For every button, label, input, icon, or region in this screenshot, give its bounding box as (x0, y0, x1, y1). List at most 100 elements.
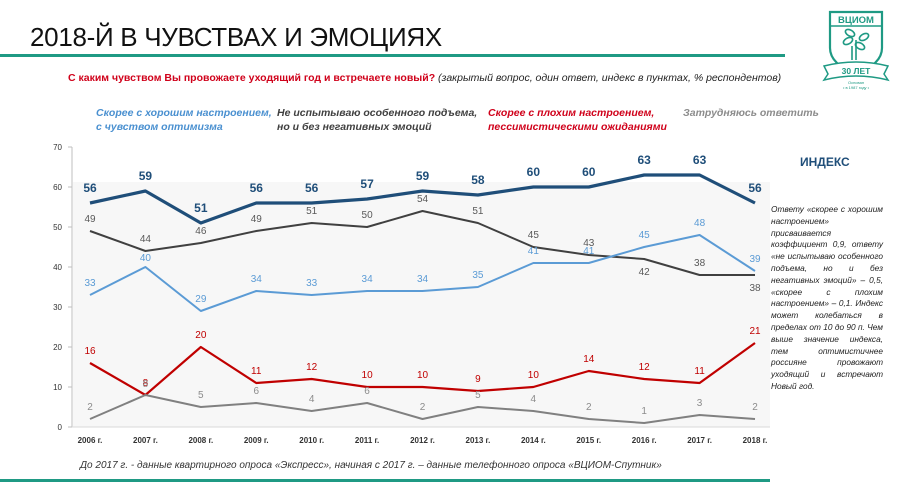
x-tick-label: 2006 г. (78, 436, 103, 445)
data-label: 33 (84, 278, 96, 289)
data-label: 45 (639, 230, 651, 241)
index-description: Ответу «скорее с хорошим настроением» пр… (771, 204, 883, 391)
data-label: 2 (87, 402, 93, 413)
y-tick-label: 0 (58, 423, 63, 432)
x-tick-label: 2012 г. (410, 436, 435, 445)
question-text: С каким чувством Вы провожаете уходящий … (68, 72, 436, 84)
data-label: 2 (752, 402, 758, 413)
data-label: 57 (360, 177, 374, 191)
data-label: 8 (143, 379, 149, 390)
data-label: 29 (195, 294, 207, 305)
x-tick-label: 2007 г. (133, 436, 158, 445)
footer-divider (0, 479, 770, 482)
data-label: 3 (697, 398, 703, 409)
data-label: 5 (198, 390, 204, 401)
x-tick-label: 2011 г. (355, 436, 379, 445)
data-label: 1 (641, 406, 647, 417)
data-label: 56 (83, 181, 97, 195)
y-tick-label: 70 (53, 143, 62, 152)
series-line-0 (89, 173, 756, 225)
data-label: 34 (251, 274, 263, 285)
legend-label-line2: с чувством оптимизма (96, 121, 223, 133)
legend-label-line1: Скорее с хорошим настроением, (96, 107, 272, 119)
data-label: 60 (527, 165, 541, 179)
data-label: 43 (583, 238, 595, 249)
tree-icon (842, 28, 870, 60)
x-tick-label: 2015 г. (576, 436, 601, 445)
logo-caption-1: Основан (848, 80, 864, 85)
y-tick-label: 20 (53, 343, 62, 352)
data-label: 11 (251, 366, 262, 377)
data-label: 49 (84, 214, 96, 225)
index-label: ИНДЕКС (800, 155, 850, 169)
data-label: 38 (694, 258, 706, 269)
data-label: 6 (253, 386, 259, 397)
x-tick-label: 2014 г. (521, 436, 546, 445)
data-label: 48 (694, 218, 706, 229)
x-tick-label: 2017 г. (687, 436, 712, 445)
data-label: 35 (472, 270, 484, 281)
x-tick-label: 2008 г. (188, 436, 213, 445)
data-label: 6 (364, 386, 370, 397)
data-label: 21 (749, 326, 761, 337)
data-label: 33 (306, 278, 318, 289)
data-label: 56 (748, 181, 762, 195)
data-label: 39 (749, 254, 761, 265)
data-label: 46 (195, 226, 207, 237)
data-label: 58 (471, 173, 485, 187)
data-label: 34 (362, 274, 374, 285)
data-label: 4 (309, 394, 315, 405)
data-label: 41 (583, 246, 595, 257)
data-label: 44 (140, 234, 152, 245)
legend-item-optimism: Скорее с хорошим настроением, с чувством… (96, 106, 272, 134)
data-label: 9 (475, 374, 481, 385)
data-label: 56 (250, 181, 264, 195)
series-layer (89, 173, 756, 424)
data-label: 10 (417, 370, 429, 381)
title-divider (0, 54, 785, 57)
data-label: 20 (195, 330, 207, 341)
y-tick-label: 10 (53, 383, 62, 392)
data-label: 54 (417, 194, 429, 205)
legend-label-line1: Затрудняюсь ответить (683, 107, 819, 119)
data-label: 56 (305, 181, 319, 195)
page-title: 2018-Й В ЧУВСТВАХ И ЭМОЦИЯХ (30, 22, 442, 52)
data-label: 63 (637, 153, 651, 167)
data-label: 12 (639, 362, 651, 373)
survey-question: С каким чувством Вы провожаете уходящий … (68, 72, 781, 84)
logo-caption-2: • в 1987 году • (843, 85, 870, 90)
vciom-logo: ВЦИОМ 30 ЛЕТ Основан • в 1987 году • (822, 10, 890, 90)
x-tick-label: 2009 г. (244, 436, 269, 445)
data-label: 2 (420, 402, 426, 413)
footnote: До 2017 г. - данные квартирного опроса «… (80, 460, 662, 471)
x-tick-label: 2016 г. (632, 436, 657, 445)
data-label: 14 (583, 354, 595, 365)
data-label: 12 (306, 362, 318, 373)
data-label: 10 (362, 370, 374, 381)
data-label: 42 (639, 267, 651, 278)
data-label: 60 (582, 165, 596, 179)
legend-item-undecided: Затрудняюсь ответить (683, 106, 819, 120)
plot-area-background (73, 182, 770, 427)
data-label: 63 (693, 153, 707, 167)
data-label: 16 (84, 346, 96, 357)
data-label: 40 (140, 253, 152, 264)
data-label: 38 (749, 283, 761, 294)
x-tick-label: 2018 г. (743, 436, 768, 445)
legend-item-pessimism: Скорее с плохим настроением, пессимистич… (488, 106, 667, 134)
legend-label-line1: Скорее с плохим настроением, (488, 107, 655, 119)
x-tick-label: 2010 г. (299, 436, 324, 445)
data-label: 59 (416, 169, 430, 183)
logo-badge: 30 ЛЕТ (842, 66, 871, 76)
data-label: 5 (475, 390, 481, 401)
y-tick-label: 60 (53, 183, 62, 192)
data-label: 2 (586, 402, 592, 413)
data-label: 51 (194, 201, 208, 215)
x-axis: 2006 г. 2007 г. 2008 г. 2009 г. 2010 г. 2011 … (72, 426, 770, 445)
data-label: 34 (417, 274, 429, 285)
y-tick-label: 40 (53, 263, 62, 272)
data-label: 8 (143, 378, 149, 389)
legend-item-neutral: Не испытываю особенного подъема, но и бе… (277, 106, 477, 134)
